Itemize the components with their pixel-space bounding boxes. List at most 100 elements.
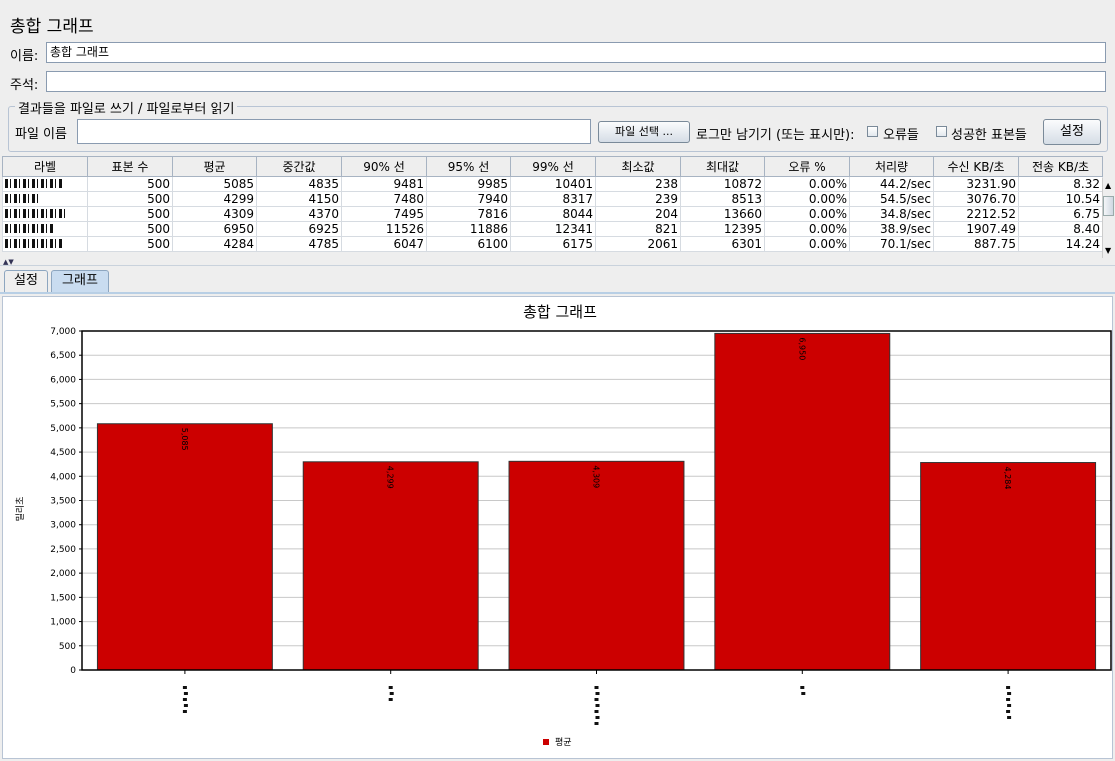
- table-cell: 4370: [256, 206, 342, 222]
- table-cell: 500: [87, 176, 173, 192]
- table-cell: 54.5/sec: [849, 191, 934, 207]
- table-cell: 500: [87, 206, 173, 222]
- table-cell: 4835: [256, 176, 342, 192]
- table-cell: 9481: [341, 176, 427, 192]
- table-cell: 4150: [256, 191, 342, 207]
- table-row[interactable]: 500 6950 6925 11526 11886 12341 821 12395 0.00% 3…: [2, 221, 1103, 237]
- table-cell: 7816: [426, 206, 511, 222]
- table-cell: 6950: [172, 221, 257, 237]
- bar-value-label: 4,299: [386, 466, 395, 489]
- bar[interactable]: [508, 460, 685, 671]
- column-header[interactable]: 95% 선: [426, 156, 511, 177]
- table-cell: 7495: [341, 206, 427, 222]
- table-cell: 500: [87, 191, 173, 207]
- table-cell: 6047: [341, 236, 427, 252]
- table-cell: 887.75: [933, 236, 1019, 252]
- table-cell: 38.9/sec: [849, 221, 934, 237]
- table-cell: 4309: [172, 206, 257, 222]
- table-cell: 4785: [256, 236, 342, 252]
- x-tick-label-obscured: [1006, 670, 1012, 719]
- y-tick-label: 0: [70, 666, 76, 676]
- column-header[interactable]: 최소값: [595, 156, 681, 177]
- browse-button[interactable]: 파일 선택 ...: [598, 121, 690, 143]
- filename-input[interactable]: [77, 119, 591, 144]
- table-cell: 8044: [510, 206, 596, 222]
- row-label-cell: [2, 206, 88, 222]
- table-cell: 8.32: [1018, 176, 1103, 192]
- column-header[interactable]: 처리량: [849, 156, 934, 177]
- y-tick-label: 6,500: [50, 351, 76, 361]
- table-cell: 13660: [680, 206, 765, 222]
- table-cell: 8317: [510, 191, 596, 207]
- table-cell: 0.00%: [764, 176, 850, 192]
- table-cell: 500: [87, 236, 173, 252]
- column-header[interactable]: 오류 %: [764, 156, 850, 177]
- table-cell: 70.1/sec: [849, 236, 934, 252]
- table-cell: 500: [87, 221, 173, 237]
- column-header[interactable]: 전송 KB/초: [1018, 156, 1103, 177]
- table-cell: 5085: [172, 176, 257, 192]
- column-header[interactable]: 수신 KB/초: [933, 156, 1019, 177]
- table-cell: 6301: [680, 236, 765, 252]
- table-row[interactable]: 500 4299 4150 7480 7940 8317 239 8513 0.00% 54.5/…: [2, 191, 1103, 207]
- comment-label: 주석:: [10, 78, 39, 93]
- bar[interactable]: [714, 332, 891, 671]
- row-label-cell: [2, 236, 88, 252]
- table-cell: 239: [595, 191, 681, 207]
- table-cell: 9985: [426, 176, 511, 192]
- row-label-cell: [2, 221, 88, 237]
- splitter[interactable]: [0, 265, 1115, 266]
- configure-button[interactable]: 설정: [1043, 119, 1101, 145]
- scroll-up-icon[interactable]: ▲: [1105, 181, 1112, 190]
- y-tick-label: 2,000: [50, 569, 76, 579]
- name-field[interactable]: 총합 그래프: [46, 42, 1106, 63]
- bar-value-label: 4,284: [1003, 467, 1012, 490]
- comment-field[interactable]: [46, 71, 1106, 92]
- table-row[interactable]: 500 5085 4835 9481 9985 10401 238 10872 0.00% 44.…: [2, 176, 1103, 192]
- table-row[interactable]: 500 4309 4370 7495 7816 8044 204 13660 0.00% 34.8…: [2, 206, 1103, 222]
- table-cell: 238: [595, 176, 681, 192]
- column-header[interactable]: 90% 선: [341, 156, 427, 177]
- bar[interactable]: [96, 423, 273, 671]
- table-row[interactable]: 500 4284 4785 6047 6100 6175 2061 6301 0.00% 70.1…: [2, 236, 1103, 252]
- table-cell: 0.00%: [764, 221, 850, 237]
- table-scrollbar[interactable]: ▲ ▼: [1102, 178, 1115, 258]
- chart-title: 총합 그래프: [523, 303, 597, 321]
- errors-label: 오류들: [883, 128, 919, 143]
- tab-settings[interactable]: 설정: [4, 270, 48, 292]
- table-cell: 11526: [341, 221, 427, 237]
- scroll-down-icon[interactable]: ▼: [1105, 246, 1112, 255]
- x-tick-label-obscured: [800, 670, 806, 695]
- table-cell: 204: [595, 206, 681, 222]
- table-cell: 4299: [172, 191, 257, 207]
- errors-checkbox[interactable]: [867, 126, 878, 137]
- y-tick-label: 3,000: [50, 521, 76, 531]
- filename-label: 파일 이름: [15, 127, 67, 142]
- column-header[interactable]: 99% 선: [510, 156, 596, 177]
- y-tick-label: 1,000: [50, 618, 76, 628]
- row-label-cell: [2, 176, 88, 192]
- column-header[interactable]: 표본 수: [87, 156, 173, 177]
- successes-checkbox[interactable]: [936, 126, 947, 137]
- table-cell: 821: [595, 221, 681, 237]
- table-cell: 3231.90: [933, 176, 1019, 192]
- table-cell: 0.00%: [764, 191, 850, 207]
- bar-chart: 총합 그래프 밀리초 0 500 1,000 1,500 2,000 2,500 3,000…: [14, 303, 1112, 748]
- split-arrows-icon[interactable]: ▲▼: [3, 258, 14, 266]
- table-cell: 0.00%: [764, 206, 850, 222]
- column-header[interactable]: 중간값: [256, 156, 342, 177]
- scroll-thumb[interactable]: [1103, 196, 1114, 216]
- bar[interactable]: [302, 461, 479, 671]
- column-header[interactable]: 평균: [172, 156, 257, 177]
- column-header[interactable]: 라벨: [2, 156, 88, 177]
- plot-frame: [81, 330, 1112, 671]
- bar[interactable]: [920, 462, 1097, 671]
- table-cell: 34.8/sec: [849, 206, 934, 222]
- table-cell: 6.75: [1018, 206, 1103, 222]
- table-cell: 10.54: [1018, 191, 1103, 207]
- y-tick-label: 3,500: [50, 497, 76, 507]
- bar-value-label: 4,309: [592, 465, 601, 488]
- table-cell: 6100: [426, 236, 511, 252]
- tab-graph[interactable]: 그래프: [51, 270, 109, 292]
- column-header[interactable]: 최대값: [680, 156, 765, 177]
